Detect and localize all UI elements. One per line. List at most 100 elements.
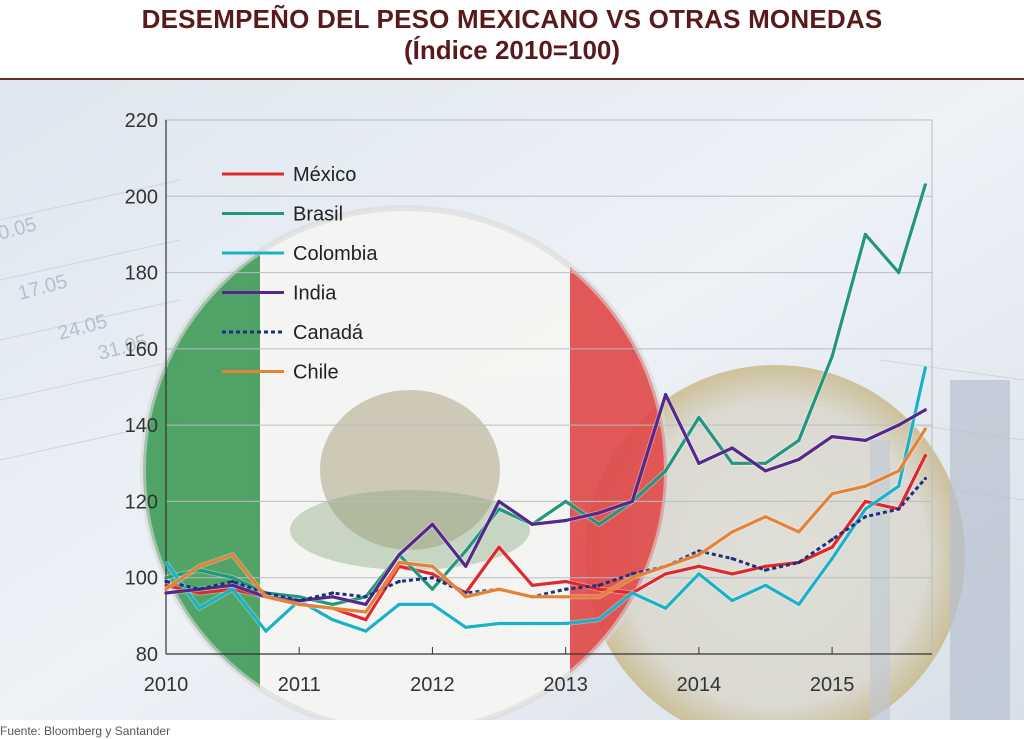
series-line [165,184,927,607]
data-point [231,583,235,587]
data-point [797,457,801,462]
y-tick-label: 100 [125,568,158,590]
data-point [897,484,901,488]
data-point [330,591,335,595]
data-point [730,557,734,561]
data-point [597,583,601,587]
data-point [923,408,927,412]
data-point [697,415,701,420]
data-point [530,583,534,587]
data-point [797,602,801,607]
data-point [397,553,401,557]
data-point [863,484,867,488]
data-point [231,553,235,557]
data-point [197,606,201,610]
data-point [430,572,435,576]
data-point [697,564,701,568]
data-point [863,499,867,504]
data-point [730,572,734,576]
data-point [330,618,335,622]
data-point [663,393,668,397]
x-tick-label: 2011 [278,674,321,696]
data-point [330,595,335,599]
data-point [830,354,834,359]
y-tick-label: 200 [125,186,158,208]
data-point [564,579,568,584]
data-point [564,595,568,599]
data-point [330,606,335,610]
y-tick-label: 160 [125,339,158,361]
data-point [830,537,834,542]
data-point [763,515,768,519]
data-point [231,579,235,584]
data-point [830,545,834,549]
data-point [897,507,901,511]
data-point [597,618,601,622]
data-point [164,579,168,584]
plot-frame [165,119,933,655]
series-line [165,393,927,607]
data-point [330,602,335,607]
data-point [730,461,734,465]
data-point [697,572,701,576]
data-point [663,572,668,576]
data-point [397,579,401,584]
chart-title: DESEMPEÑO DEL PESO MEXICANO VS OTRAS MON… [141,4,883,34]
y-tick-label: 80 [136,644,158,666]
data-point [297,599,301,603]
data-point [863,438,867,442]
x-tick-label: 2015 [810,674,855,696]
data-point [497,545,501,549]
data-point [464,564,468,568]
data-point [231,587,235,591]
data-point [597,522,601,526]
x-tick-label: 2014 [677,674,722,696]
header: DESEMPEÑO DEL PESO MEXICANO VS OTRAS MON… [0,0,1024,78]
data-point [197,568,201,572]
series-line-halo [165,392,927,607]
data-point [530,595,534,599]
data-point [697,549,701,553]
data-point [297,595,301,599]
data-point [863,507,867,511]
data-point [430,602,435,607]
data-point [663,469,668,473]
data-point [364,610,368,614]
data-point [923,183,927,187]
background-image: 0.05 17.05 24.05 31.05 [0,80,1024,720]
legend-label: México [293,164,356,186]
data-point [923,427,927,431]
legend-label: Colombia [293,243,378,265]
data-point [597,511,601,515]
data-point [697,553,701,557]
data-point [264,595,268,599]
data-point [897,270,901,275]
series-line-halo [165,184,928,607]
data-point [430,522,435,526]
data-point [663,564,668,568]
data-point [297,602,301,607]
data-point [464,591,468,595]
data-point [164,587,168,591]
data-point [630,499,634,504]
data-point [164,591,168,595]
legend-label: Brasil [293,204,343,226]
legend-label: India [293,283,337,305]
data-point [564,499,568,504]
data-point [164,560,168,565]
series-2 [163,366,928,634]
data-point [897,469,901,473]
data-point [464,625,468,629]
data-point [497,507,501,511]
y-tick-label: 220 [125,110,158,132]
data-point [397,602,401,607]
data-point [464,595,468,599]
data-point [364,602,368,607]
data-point [164,583,168,587]
y-tick-label: 140 [125,415,158,437]
data-point [923,454,927,458]
data-point [830,492,834,496]
data-point [923,366,927,370]
data-point [497,621,501,626]
data-point [763,461,768,465]
